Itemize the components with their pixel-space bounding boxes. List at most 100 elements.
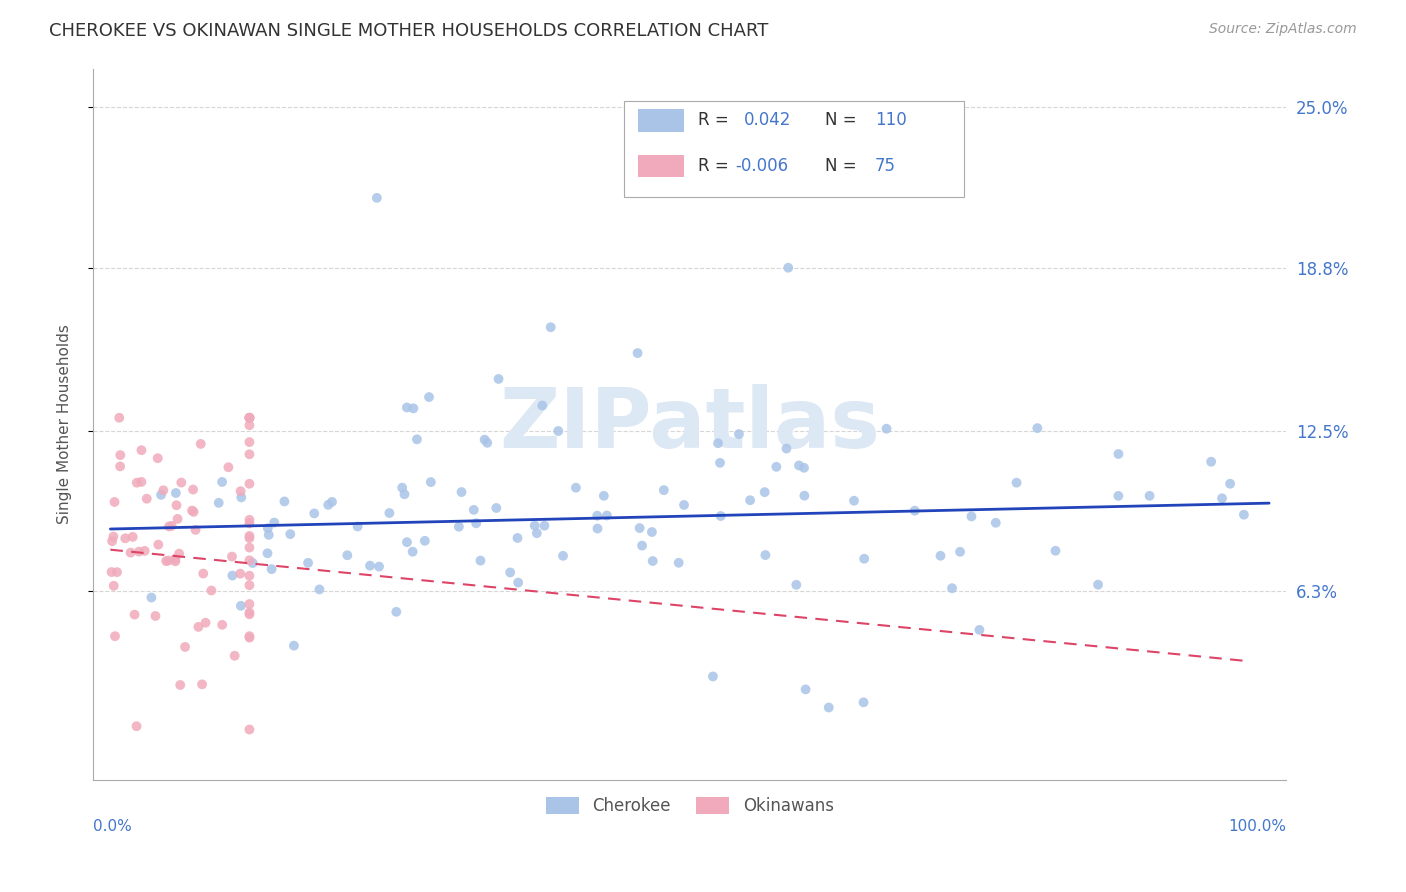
Point <box>283 639 305 653</box>
Point <box>447 520 470 534</box>
Point <box>984 516 1007 530</box>
Point <box>160 519 183 533</box>
Point <box>100 565 122 579</box>
Text: N =: N = <box>824 157 862 175</box>
Point <box>586 522 609 536</box>
Point <box>740 493 762 508</box>
Point <box>385 605 408 619</box>
Point <box>229 566 252 581</box>
Point <box>135 491 157 506</box>
Point <box>1087 577 1109 591</box>
Point <box>263 516 285 530</box>
Point <box>166 498 188 512</box>
Point <box>221 568 243 582</box>
Point <box>238 447 260 461</box>
Text: N =: N = <box>824 112 862 129</box>
Point <box>238 568 260 582</box>
Point <box>184 523 207 537</box>
Point <box>166 512 188 526</box>
Text: 0.0%: 0.0% <box>93 819 132 834</box>
Y-axis label: Single Mother Households: Single Mother Households <box>58 325 72 524</box>
Point <box>477 435 499 450</box>
Point <box>754 485 776 500</box>
Point <box>181 503 204 517</box>
Point <box>238 435 260 450</box>
Legend: Cherokee, Okinawans: Cherokee, Okinawans <box>538 790 841 822</box>
Text: R =: R = <box>699 157 734 175</box>
Point <box>463 503 485 517</box>
Point <box>728 427 751 442</box>
Point <box>336 548 359 562</box>
Point <box>465 516 488 531</box>
Point <box>359 558 381 573</box>
Point <box>1107 447 1129 461</box>
Point <box>174 640 197 654</box>
Point <box>145 609 167 624</box>
Point <box>167 547 190 561</box>
Point <box>394 487 416 501</box>
Point <box>793 489 815 503</box>
Point <box>257 528 280 542</box>
Point <box>110 448 132 462</box>
Point <box>278 527 301 541</box>
Point <box>366 191 388 205</box>
Point <box>273 494 295 508</box>
Point <box>211 475 233 489</box>
Point <box>316 498 339 512</box>
Point <box>238 410 260 425</box>
Text: 110: 110 <box>875 112 907 129</box>
Point <box>193 566 215 581</box>
Point <box>238 723 260 737</box>
FancyBboxPatch shape <box>638 109 683 132</box>
Point <box>238 629 260 643</box>
Point <box>817 700 839 714</box>
Text: Source: ZipAtlas.com: Source: ZipAtlas.com <box>1209 22 1357 37</box>
Point <box>960 509 983 524</box>
Point <box>211 617 233 632</box>
Point <box>304 507 326 521</box>
Point <box>238 476 260 491</box>
Point <box>141 591 163 605</box>
Point <box>208 496 231 510</box>
Point <box>165 554 187 568</box>
Point <box>551 549 574 563</box>
Point <box>592 489 614 503</box>
Point <box>238 410 260 425</box>
Point <box>120 546 142 560</box>
Point <box>103 579 125 593</box>
Point <box>395 401 418 415</box>
Point <box>628 521 651 535</box>
Point <box>368 559 391 574</box>
Point <box>391 481 413 495</box>
Point <box>1233 508 1256 522</box>
Point <box>401 545 423 559</box>
Point <box>256 521 278 535</box>
Point <box>641 524 664 539</box>
Point <box>565 481 588 495</box>
Point <box>1219 476 1241 491</box>
Point <box>474 433 496 447</box>
Point <box>531 399 554 413</box>
Point <box>1199 455 1222 469</box>
Point <box>128 544 150 558</box>
Point <box>242 556 264 570</box>
Point <box>146 451 169 466</box>
Point <box>626 346 648 360</box>
Point <box>238 529 260 543</box>
Point <box>470 553 492 567</box>
Point <box>710 508 733 523</box>
Point <box>238 410 260 425</box>
Point <box>413 533 436 548</box>
Point <box>238 606 260 620</box>
Point <box>224 648 246 663</box>
Point <box>506 531 529 545</box>
Point <box>104 629 127 643</box>
Point <box>402 401 425 416</box>
Point <box>238 513 260 527</box>
Point <box>852 695 875 709</box>
Point <box>641 554 664 568</box>
Point <box>238 578 260 592</box>
Point <box>673 498 696 512</box>
Point <box>346 519 368 533</box>
Point <box>418 390 440 404</box>
